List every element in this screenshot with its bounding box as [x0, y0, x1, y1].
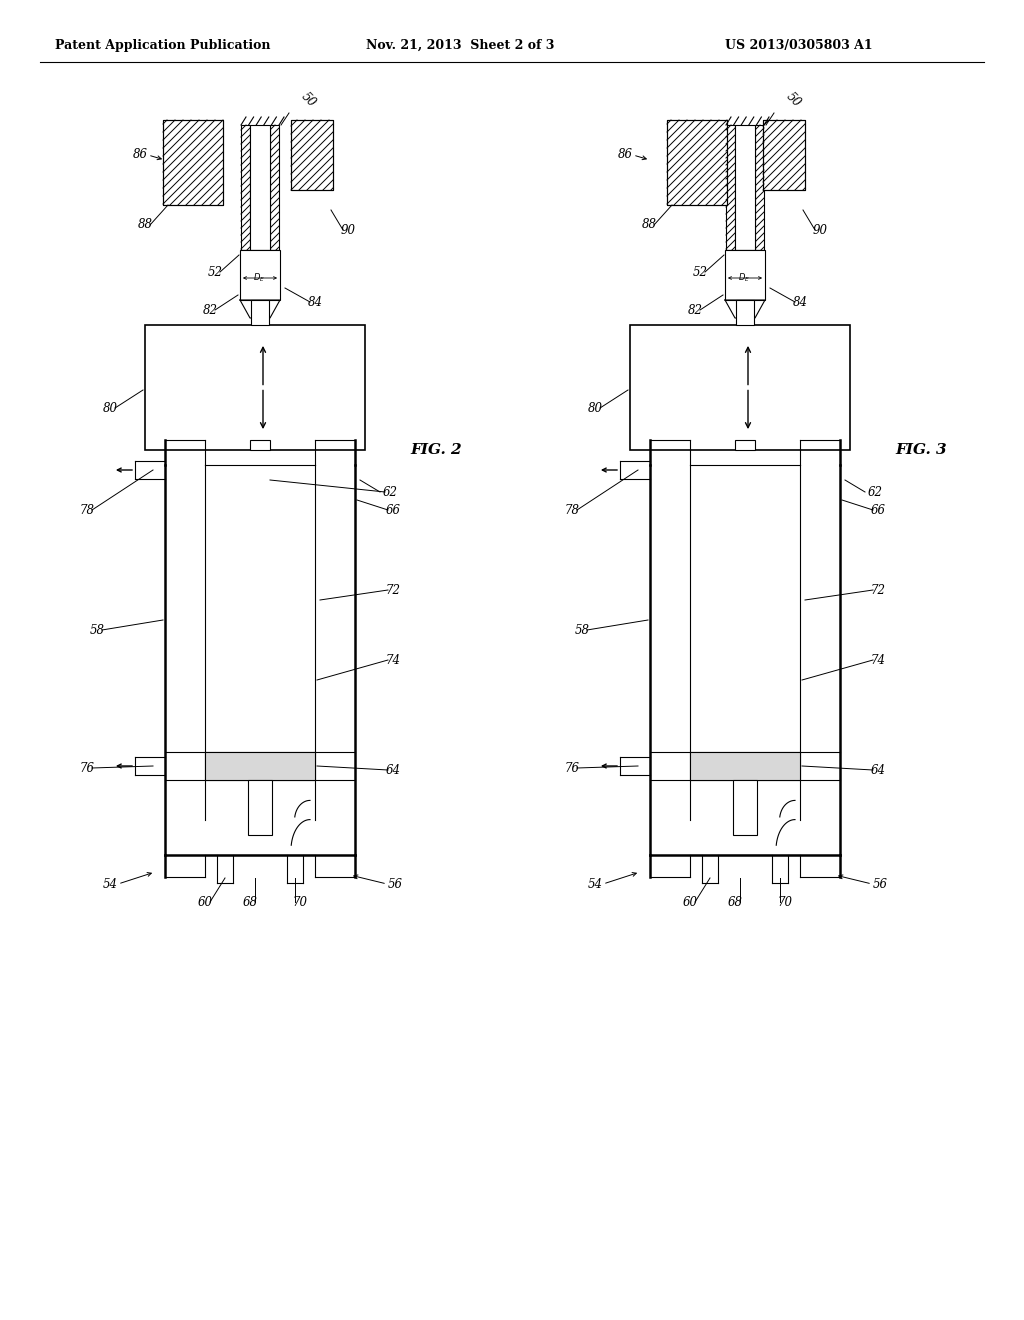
Text: 64: 64: [385, 763, 400, 776]
Text: 54: 54: [102, 878, 118, 891]
Text: 88: 88: [137, 219, 153, 231]
Text: 64: 64: [870, 763, 886, 776]
Text: 82: 82: [687, 304, 702, 317]
Text: 52: 52: [208, 265, 222, 279]
Text: FIG. 3: FIG. 3: [895, 444, 946, 457]
Bar: [291, 120, 333, 190]
Bar: [733, 780, 757, 836]
Text: 50: 50: [299, 90, 318, 110]
Bar: [163, 120, 223, 205]
Bar: [250, 125, 270, 249]
Bar: [248, 780, 272, 836]
Text: 56: 56: [387, 878, 402, 891]
Text: 80: 80: [102, 401, 118, 414]
Text: 60: 60: [683, 895, 697, 908]
Bar: [667, 120, 727, 205]
Bar: [763, 120, 805, 190]
Text: 66: 66: [385, 503, 400, 516]
Bar: [240, 249, 280, 300]
Bar: [630, 325, 850, 450]
Bar: [726, 125, 735, 249]
Text: 76: 76: [564, 762, 580, 775]
Bar: [725, 249, 765, 300]
Text: 80: 80: [588, 401, 602, 414]
Text: 58: 58: [89, 623, 104, 636]
Text: 78: 78: [80, 503, 94, 516]
Text: Nov. 21, 2013  Sheet 2 of 3: Nov. 21, 2013 Sheet 2 of 3: [366, 38, 554, 51]
Text: 70: 70: [293, 895, 307, 908]
Bar: [291, 120, 333, 190]
Text: 56: 56: [872, 878, 888, 891]
Text: 86: 86: [132, 149, 147, 161]
Bar: [145, 325, 365, 450]
Polygon shape: [240, 300, 280, 318]
Bar: [163, 120, 223, 205]
Text: 66: 66: [870, 503, 886, 516]
Text: 78: 78: [564, 503, 580, 516]
Bar: [270, 125, 279, 249]
Text: 90: 90: [812, 223, 827, 236]
Text: US 2013/0305803 A1: US 2013/0305803 A1: [725, 38, 872, 51]
Text: 74: 74: [870, 653, 886, 667]
Bar: [763, 120, 805, 190]
Text: 88: 88: [641, 219, 656, 231]
Bar: [735, 440, 755, 450]
Text: 84: 84: [307, 296, 323, 309]
Bar: [250, 440, 270, 450]
Bar: [735, 125, 755, 249]
Text: $D_E$: $D_E$: [253, 272, 265, 284]
Text: Patent Application Publication: Patent Application Publication: [55, 38, 270, 51]
Text: 60: 60: [198, 895, 213, 908]
Text: 76: 76: [80, 762, 94, 775]
Text: 58: 58: [574, 623, 590, 636]
Text: 72: 72: [385, 583, 400, 597]
Bar: [251, 300, 269, 325]
Text: $D_E$: $D_E$: [738, 272, 750, 284]
Bar: [241, 125, 250, 249]
Text: 62: 62: [383, 486, 397, 499]
Bar: [667, 120, 727, 205]
Bar: [690, 752, 800, 780]
Bar: [736, 300, 754, 325]
Text: 54: 54: [588, 878, 602, 891]
Text: 84: 84: [793, 296, 808, 309]
Bar: [755, 125, 764, 249]
Text: 50: 50: [784, 90, 804, 110]
Text: 72: 72: [870, 583, 886, 597]
Text: 70: 70: [777, 895, 793, 908]
Text: 62: 62: [867, 486, 883, 499]
Text: 74: 74: [385, 653, 400, 667]
Text: 90: 90: [341, 223, 355, 236]
Text: 68: 68: [727, 895, 742, 908]
Text: 52: 52: [692, 265, 708, 279]
Text: 86: 86: [617, 149, 633, 161]
Polygon shape: [725, 300, 765, 318]
Text: FIG. 2: FIG. 2: [410, 444, 462, 457]
Text: 68: 68: [243, 895, 257, 908]
Bar: [205, 752, 315, 780]
Text: 82: 82: [203, 304, 217, 317]
